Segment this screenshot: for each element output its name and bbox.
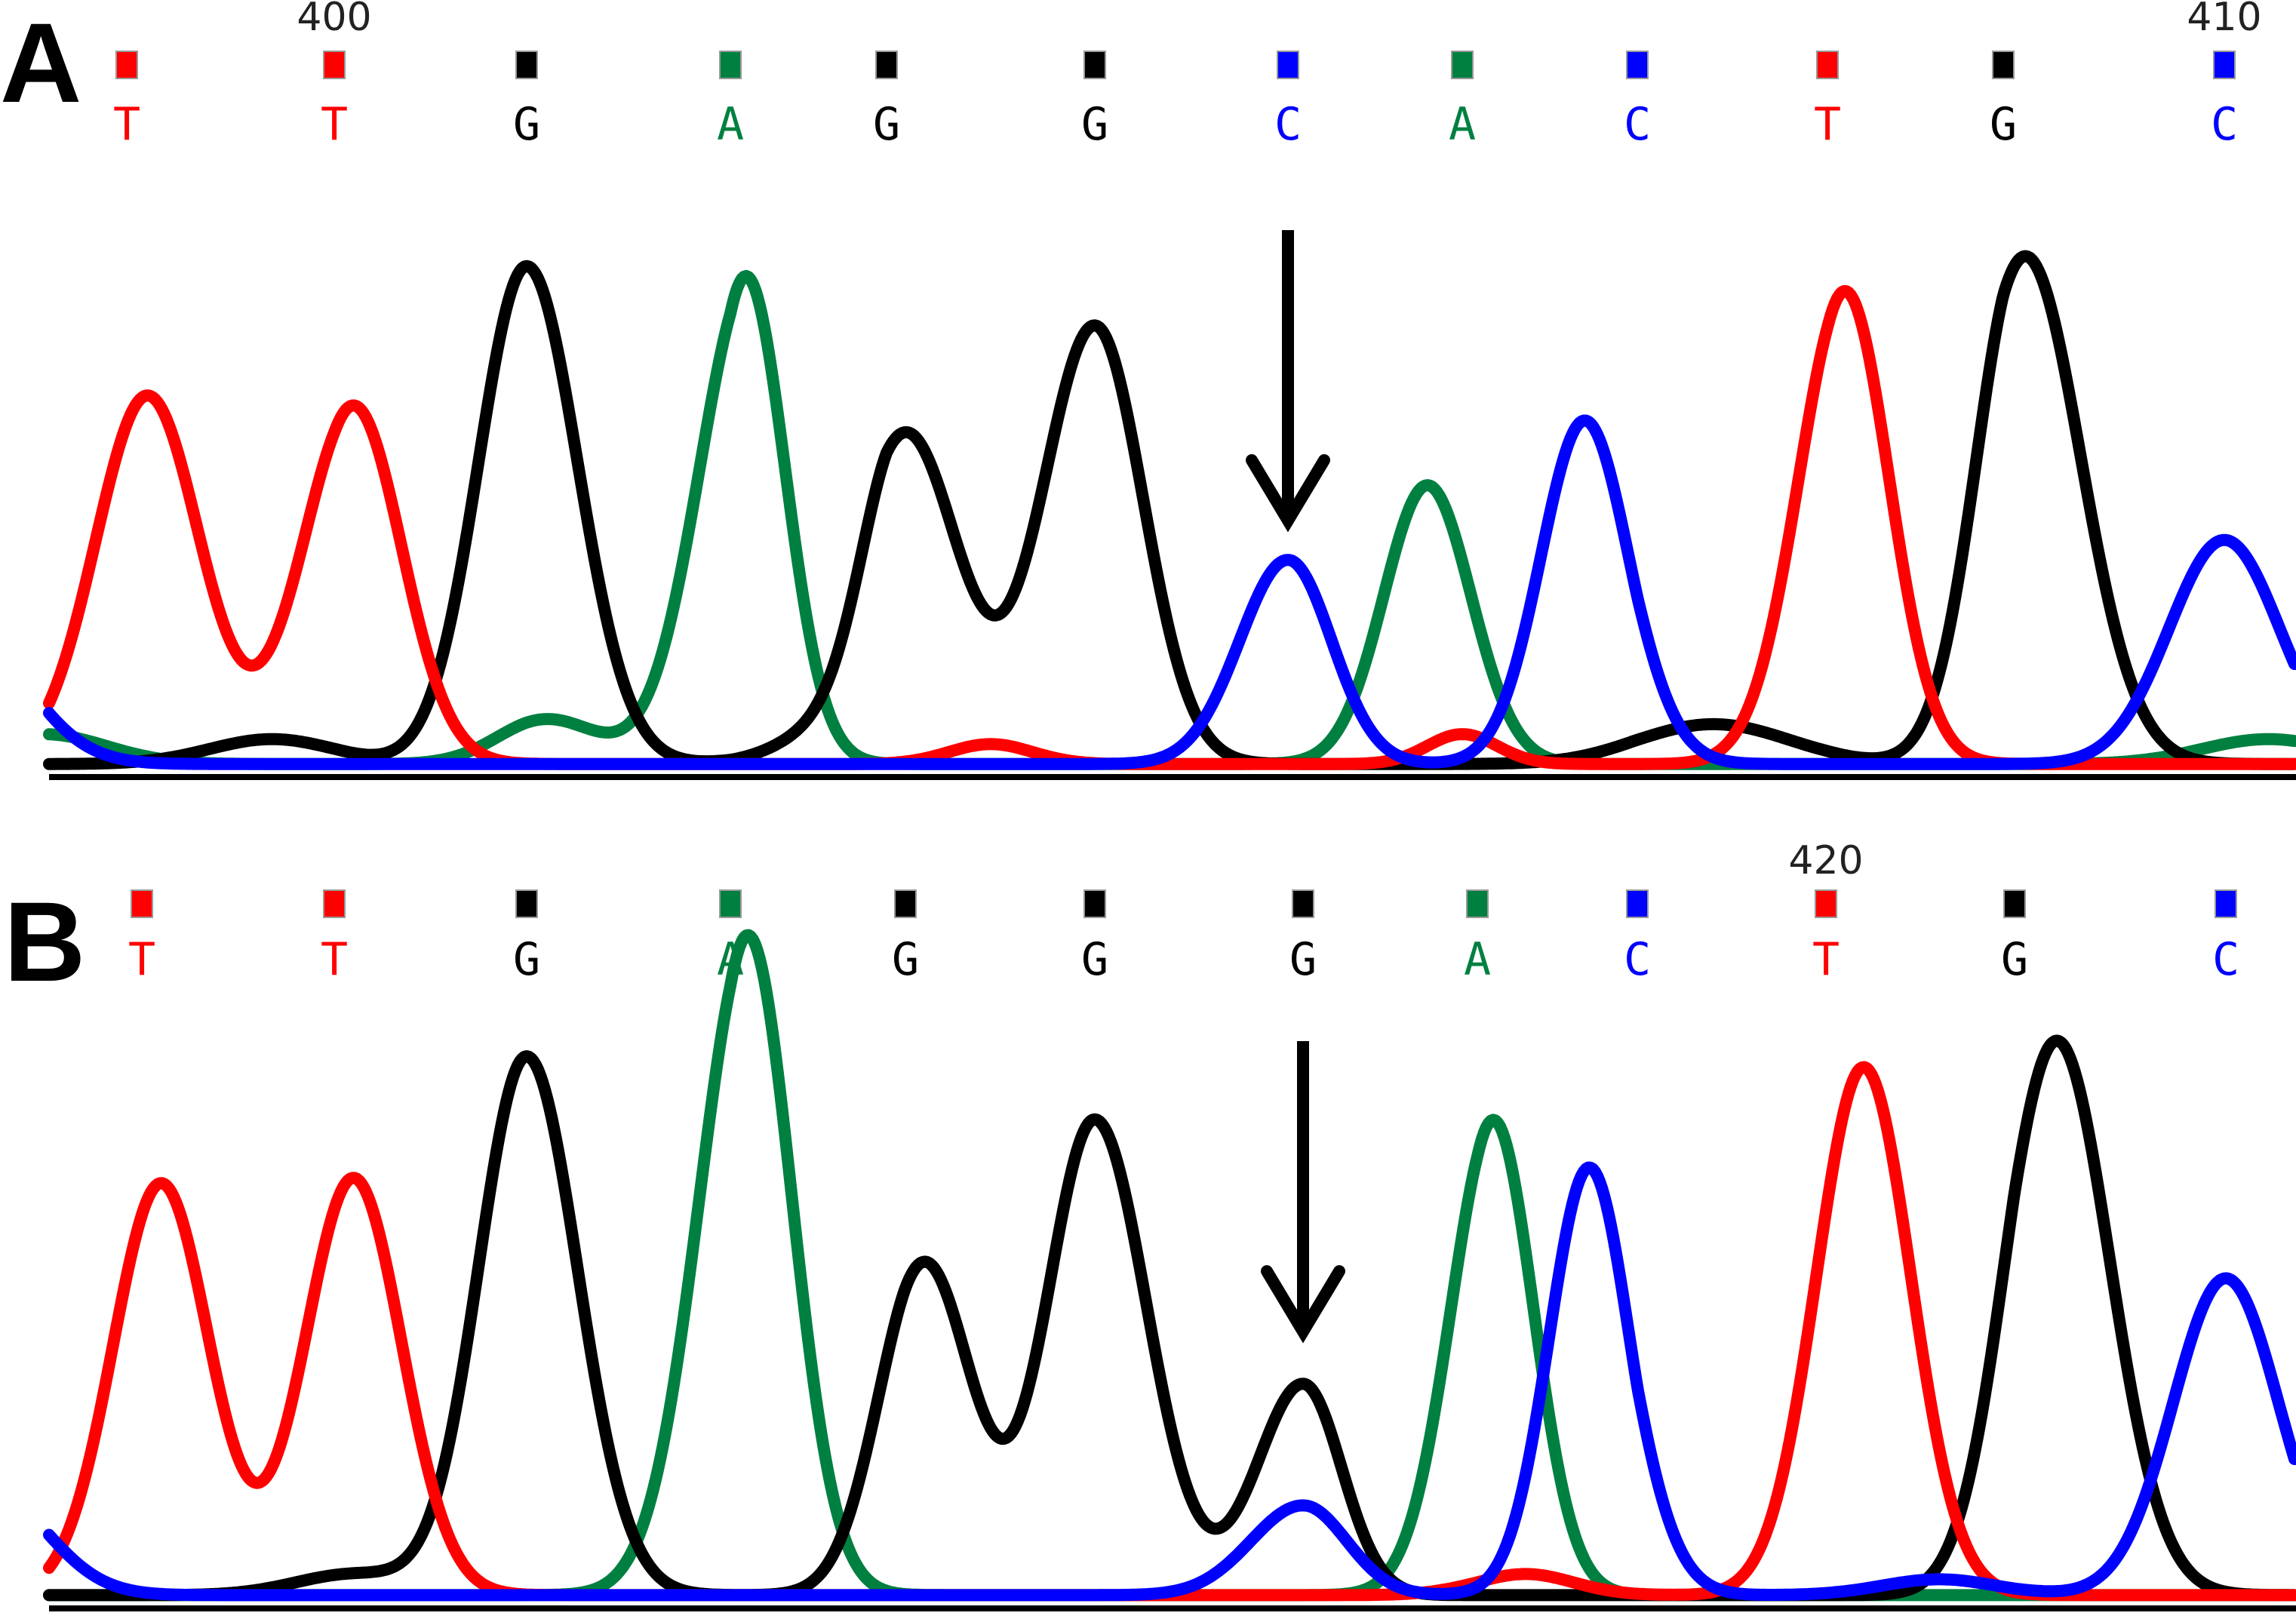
base-call-letter: G — [892, 933, 919, 986]
base-quality-marker — [1083, 889, 1106, 918]
panel-b-position-labels: 420 — [1788, 838, 1863, 883]
base-call-letter: G — [513, 98, 540, 151]
panel-b-traces — [43, 929, 2296, 1602]
arrow-head — [1246, 454, 1330, 533]
base-call-letter: C — [2211, 98, 2238, 151]
base-quality-marker — [719, 889, 742, 918]
panel-b-base-markers — [131, 889, 2237, 918]
base-quality-marker — [131, 889, 153, 918]
base-quality-marker — [115, 51, 138, 79]
base-call-letter: T — [128, 933, 155, 986]
base-call-letter: A — [717, 98, 744, 151]
base-call-letter: G — [1081, 933, 1108, 986]
panel-a: A 400 410 T T G A G G C A C T G C — [0, 0, 2296, 780]
panel-a-letter: A — [0, 0, 81, 126]
base-quality-marker — [2003, 889, 2026, 918]
base-call-letter: G — [1289, 933, 1317, 986]
base-quality-marker — [2213, 51, 2236, 79]
base-call-letter: A — [1449, 98, 1476, 151]
panel-b-arrow — [1261, 1041, 1345, 1344]
base-quality-marker — [1292, 889, 1314, 918]
base-quality-marker — [1466, 889, 1489, 918]
panel-a-arrow — [1246, 230, 1330, 533]
base-quality-marker — [515, 889, 538, 918]
position-label: 410 — [2187, 0, 2261, 40]
base-call-letter: C — [1274, 98, 1302, 151]
base-call-letter: T — [113, 98, 140, 151]
base-quality-marker — [323, 889, 346, 918]
base-call-letter: T — [321, 98, 348, 151]
position-label: 400 — [297, 0, 371, 40]
base-quality-marker — [894, 889, 917, 918]
base-quality-marker — [719, 51, 742, 79]
trace-c — [43, 1161, 2296, 1602]
base-quality-marker — [1626, 889, 1649, 918]
base-call-letter: T — [1814, 98, 1841, 151]
base-call-letter: G — [2001, 933, 2028, 986]
base-quality-marker — [1992, 51, 2015, 79]
base-call-letter: G — [873, 98, 900, 151]
base-call-letter: G — [1990, 98, 2017, 151]
base-call-letter: T — [1812, 933, 1840, 986]
panel-a-base-markers — [115, 51, 2236, 79]
base-call-letter: C — [2212, 933, 2239, 986]
trace-t — [43, 1061, 2296, 1602]
base-quality-marker — [2215, 889, 2237, 918]
base-call-letter: G — [513, 933, 540, 986]
position-label: 420 — [1788, 838, 1863, 883]
base-call-letter: C — [1624, 933, 1651, 986]
base-call-letter: C — [1624, 98, 1651, 151]
trace-a — [43, 269, 2296, 770]
base-call-letter: A — [1464, 933, 1491, 986]
trace-g — [43, 250, 2296, 770]
panel-a-position-labels: 400 410 — [297, 0, 2261, 40]
base-quality-marker — [1451, 51, 1474, 79]
arrow-head — [1261, 1265, 1345, 1344]
base-quality-marker — [1277, 51, 1299, 79]
base-quality-marker — [875, 51, 898, 79]
base-quality-marker — [323, 51, 346, 79]
base-quality-marker — [1816, 51, 1839, 79]
panel-b-letter: B — [4, 878, 85, 1005]
panel-a-traces — [43, 250, 2296, 770]
base-quality-marker — [1626, 51, 1649, 79]
base-call-letter: T — [321, 933, 348, 986]
base-quality-marker — [1815, 889, 1837, 918]
base-quality-marker — [515, 51, 538, 79]
trace-t — [43, 284, 2296, 770]
trace-c — [43, 414, 2296, 770]
base-quality-marker — [1083, 51, 1106, 79]
base-call-letter: G — [1081, 98, 1108, 151]
